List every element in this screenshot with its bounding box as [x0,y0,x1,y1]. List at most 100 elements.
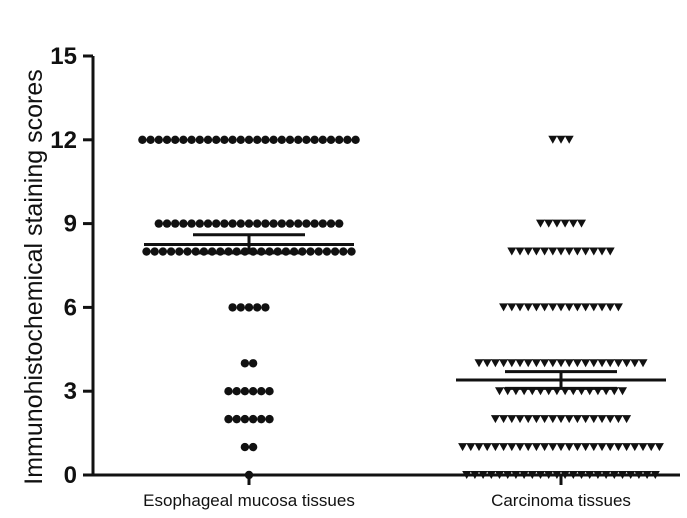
data-point-triangle [531,443,541,452]
y-tick-label: 3 [64,378,77,405]
data-point-triangle [540,247,550,256]
y-tick-labels: 0 3 6 9 12 15 [50,43,77,489]
data-point-circle [212,135,221,144]
y-tick-label: 12 [50,127,77,154]
data-point-triangle [556,443,566,452]
data-point-circle [187,219,196,228]
data-point-triangle [622,359,632,368]
data-point-circle [138,135,147,144]
data-point-triangle [511,471,521,479]
data-point-circle [302,135,311,144]
data-point-triangle [474,443,484,452]
data-point-circle [248,359,258,368]
data-point-triangle [523,247,533,256]
data-point-circle [326,135,336,144]
data-point-triangle [560,219,570,228]
data-point-triangle [572,443,582,452]
data-point-triangle [634,471,644,479]
data-point-triangle [552,219,562,228]
data-point-triangle [572,303,582,312]
data-point-triangle [597,303,607,312]
data-point-circle [269,135,278,144]
data-point-triangle [536,471,545,479]
data-point-triangle [572,359,582,368]
data-point-triangle [597,443,607,452]
data-point-triangle [503,471,513,479]
y-axis-label: Immunohistochemical staining scores [20,69,48,484]
data-point-triangle [581,247,591,256]
data-point-circle [277,219,286,228]
data-point-triangle [470,471,480,479]
data-point-triangle [482,443,492,452]
data-point-triangle [507,359,517,368]
data-point-circle [232,387,241,396]
data-point-triangle [568,219,578,228]
data-point-triangle [597,247,607,256]
data-point-circle [318,219,327,228]
data-point-circle [265,414,274,424]
data-point-circle [302,219,311,228]
data-point-circle [347,247,356,256]
data-point-circle [244,135,254,144]
data-point-triangle [589,303,599,312]
data-point-triangle [515,359,525,368]
axes-layer [83,54,680,485]
data-point-circle [240,414,250,424]
data-point-triangle [499,443,509,452]
data-point-circle [166,247,176,256]
data-point-circle [154,135,163,144]
data-point-circle [236,303,245,312]
data-point-triangle [577,219,586,228]
data-point-triangle [515,415,525,424]
data-point-circle [203,135,213,144]
data-point-circle [257,414,266,424]
data-point-triangle [523,415,533,424]
data-point-triangle [495,471,504,479]
data-point-triangle [589,247,599,256]
data-point-triangle [654,443,664,452]
data-point-triangle [527,471,537,479]
data-point-triangle [589,359,599,368]
data-point-triangle [577,471,586,479]
data-point-circle [294,135,303,144]
data-point-triangle [466,443,476,452]
data-point-circle [326,219,336,228]
data-point-triangle [499,303,509,312]
data-point-triangle [507,415,517,424]
data-point-circle [175,247,184,256]
data-point-triangle [548,443,558,452]
data-point-circle [142,247,151,256]
data-point-triangle [507,247,517,256]
data-point-triangle [544,471,554,479]
data-point-circle [244,219,254,228]
data-point-circle [310,135,319,144]
data-point-triangle [572,415,582,424]
data-point-triangle [515,247,525,256]
data-point-circle [220,135,229,144]
data-point-circle [179,219,188,228]
data-point-triangle [490,415,500,424]
data-point-triangle [618,387,627,396]
data-point-circle [228,135,237,144]
data-point-circle [154,219,163,228]
data-point-circle [330,247,340,256]
category-label: Carcinoma tissues [491,491,631,510]
data-point-triangle [650,471,660,479]
data-point-triangle [540,415,550,424]
data-point-triangle [478,471,488,479]
data-point-circle [236,135,245,144]
data-point-triangle [630,359,640,368]
data-point-triangle [548,247,558,256]
data-point-triangle [605,415,615,424]
data-point-circle [253,219,262,228]
data-point-circle [294,219,303,228]
data-point-triangle [605,303,615,312]
data-point-triangle [556,303,566,312]
data-point-circle [150,247,159,256]
data-point-triangle [490,443,500,452]
data-point-circle [240,387,250,396]
data-point-triangle [626,471,636,479]
category-label: Esophageal mucosa tissues [143,491,355,510]
data-point-triangle [499,359,509,368]
